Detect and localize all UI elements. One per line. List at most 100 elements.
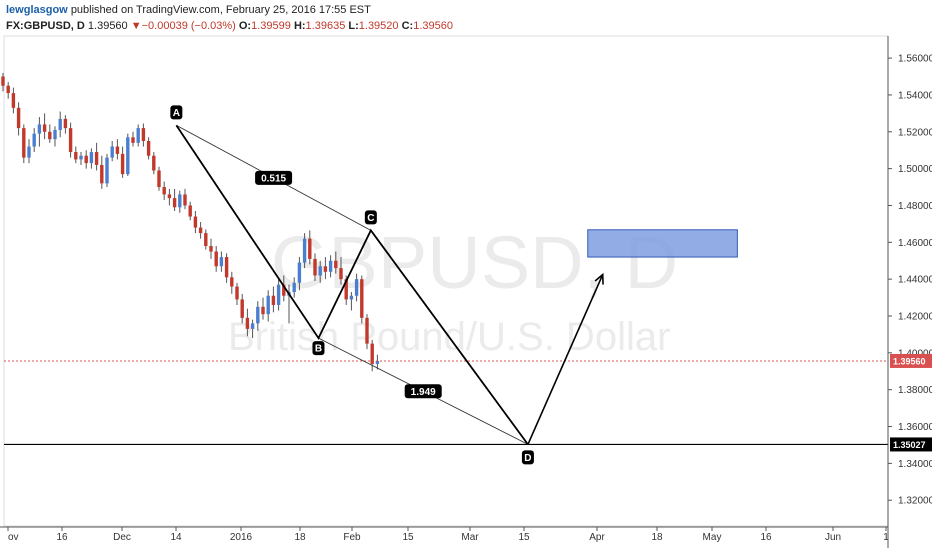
candle: [318, 260, 322, 283]
candle: [349, 292, 354, 311]
candle-body: [94, 152, 99, 165]
candle: [276, 279, 281, 311]
candle: [183, 188, 187, 210]
candle: [120, 146, 125, 178]
candle: [375, 354, 380, 370]
candle: [178, 190, 182, 213]
ratio-label-ac-bg: [255, 170, 293, 185]
candle-body: [120, 153, 125, 175]
y-tick-label: 1.36000: [898, 422, 932, 433]
candle-body: [183, 194, 187, 206]
candle: [266, 290, 270, 322]
candle-body: [22, 128, 26, 158]
candle: [240, 293, 244, 324]
candle: [126, 133, 130, 176]
x-tick-label: 1: [883, 532, 889, 543]
low-label: L:: [348, 20, 359, 32]
candle-body: [271, 295, 276, 305]
abcd-legs: [175, 124, 529, 445]
harmonic-pattern: A B C D 0.515 1.949: [4, 105, 888, 465]
open-label: O:: [238, 20, 252, 32]
candle: [235, 282, 239, 305]
candle-body: [42, 124, 47, 132]
candle-body: [48, 131, 52, 140]
candle-body: [266, 295, 270, 315]
candle-body: [146, 141, 151, 156]
close-label: C:: [401, 20, 414, 32]
candle: [198, 222, 203, 239]
target-zone-box: [587, 229, 738, 258]
ratio-label-bd: 1.949: [411, 387, 436, 398]
candle: [219, 251, 224, 272]
projection-arrow-head: [594, 272, 604, 285]
candle-body: [84, 155, 88, 164]
y-tick-label: 1.52000: [898, 127, 932, 138]
candle: [74, 146, 78, 164]
x-tick-label: 16: [760, 532, 772, 543]
x-tick-label: Mar: [461, 532, 479, 543]
candle-body: [53, 129, 57, 140]
candle: [188, 201, 192, 221]
y-tick-label: 1.32000: [898, 496, 932, 507]
candle-body: [100, 164, 104, 184]
candle: [256, 301, 260, 331]
candle-body: [167, 194, 172, 199]
candle-body: [16, 107, 21, 129]
candle: [68, 122, 73, 158]
candle: [250, 319, 255, 339]
candle-body: [256, 306, 260, 324]
candle: [16, 102, 21, 136]
candle: [292, 277, 296, 298]
candle-body: [27, 146, 31, 158]
candle: [152, 152, 156, 175]
candle-body: [313, 258, 317, 276]
candle-body: [131, 137, 135, 143]
x-tick-label: 15: [402, 532, 414, 543]
y-tick-label: 1.46000: [898, 238, 932, 249]
candle-body: [79, 155, 83, 160]
candle-body: [230, 277, 234, 287]
point-label-b: B: [315, 344, 322, 355]
candle-body: [37, 124, 42, 134]
x-tick-label: ov: [8, 532, 19, 543]
candle-body: [235, 286, 239, 300]
last-price-tag-label: 1.39560: [893, 356, 926, 366]
candle-body: [349, 295, 354, 300]
candle: [162, 181, 166, 200]
candle-body: [297, 262, 302, 283]
candle-body: [308, 238, 312, 259]
candles: [1, 72, 380, 372]
point-label-c: C: [367, 213, 374, 224]
symbol-label: FX:GBPUSD, D: [6, 20, 85, 32]
last-price: 1.39560: [87, 20, 128, 32]
candle-body: [63, 118, 68, 129]
candle-body: [32, 133, 36, 147]
candle-body: [172, 198, 177, 208]
author-link[interactable]: lewglasgow: [6, 4, 68, 16]
x-tick-label: Dec: [113, 532, 131, 543]
point-label-d: D: [524, 453, 531, 464]
candle-body: [334, 260, 338, 269]
y-tick-label: 1.42000: [898, 312, 932, 323]
y-tick-label: 1.50000: [898, 164, 932, 175]
ratio-label-bd-bg: [404, 384, 442, 399]
point-label-bg: [521, 450, 534, 465]
candle: [105, 153, 109, 188]
candle: [110, 141, 114, 162]
candle: [100, 155, 104, 189]
candle: [230, 271, 234, 294]
ratio-label-ac: 0.515: [261, 173, 286, 184]
y-tick-label: 1.54000: [898, 90, 932, 101]
candle-body: [282, 284, 286, 296]
high-label: H:: [293, 20, 306, 32]
candle-body: [240, 299, 244, 318]
candle-body: [302, 238, 307, 263]
y-tick-label: 1.48000: [898, 201, 932, 212]
x-tick-label: May: [703, 532, 722, 543]
candle-body: [375, 360, 380, 364]
candle-body: [68, 128, 73, 153]
x-tick-label: 18: [651, 532, 663, 543]
candle: [157, 166, 161, 191]
candle: [63, 115, 68, 134]
